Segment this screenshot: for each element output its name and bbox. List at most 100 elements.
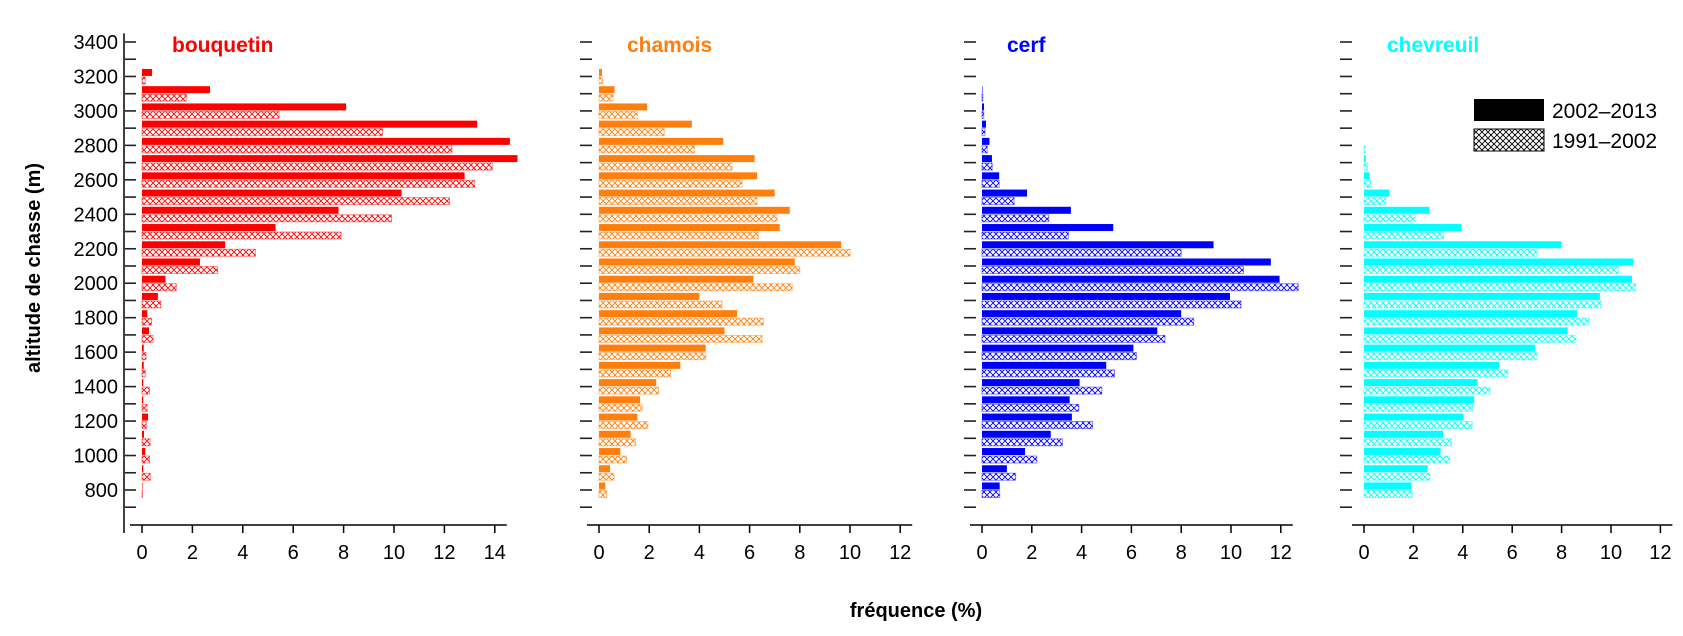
bar-chamois-1991-2002-1500 [598, 369, 672, 378]
bar-chevreuil-2002-2013-1100 [1364, 430, 1444, 438]
bar-cerf-1991-2002-2000 [981, 283, 1299, 292]
bar-chamois-1991-2002-3000 [598, 110, 638, 119]
x-tick-label: 8 [1556, 542, 1567, 564]
bar-bouquetin-2002-2013-800 [142, 482, 143, 490]
bar-cerf-1991-2002-800 [981, 489, 1001, 498]
bar-chevreuil-1991-2002-1600 [1363, 352, 1538, 361]
bar-chamois-2002-2013-2800 [599, 137, 724, 145]
x-tick-label: 6 [1126, 542, 1137, 564]
bar-chamois-1991-2002-2400 [598, 214, 778, 223]
y-tick-label: 3000 [74, 101, 119, 123]
bar-chamois-2002-2013-1300 [599, 396, 641, 404]
bar-chamois-2002-2013-1100 [599, 430, 631, 438]
panel-bouquetin: bouquetin 800 1000 1200 1400 1600 1800 2000 2200… [74, 32, 518, 564]
x-tick-label: 0 [1358, 542, 1369, 564]
legend-swatch-solid [1474, 99, 1544, 121]
x-tick-label: 4 [1076, 542, 1087, 564]
bar-bouquetin-1991-2002-800 [141, 489, 144, 498]
bar-bouquetin-1991-2002-2200 [141, 248, 256, 257]
bar-cerf-2002-2013-1800 [982, 310, 1182, 318]
bar-chevreuil-2002-2013-1400 [1364, 379, 1478, 387]
bar-bouquetin-2002-2013-1000 [142, 448, 146, 456]
bar-chevreuil-2002-2013-2400 [1364, 206, 1430, 214]
bar-cerf-1991-2002-2900 [981, 128, 986, 137]
x-tick-label: 8 [1176, 542, 1187, 564]
bar-bouquetin-1991-2002-3100 [141, 93, 187, 102]
bar-cerf-2002-2013-800 [982, 482, 1000, 490]
panels: bouquetin8001000120014001600180020002200… [74, 32, 1673, 564]
bar-chevreuil-1991-2002-1000 [1363, 455, 1451, 464]
bar-cerf-2002-2013-2700 [982, 155, 992, 163]
bar-chamois-1991-2002-2600 [598, 179, 743, 188]
bar-chevreuil-1991-2002-2400 [1363, 214, 1416, 223]
bar-cerf-1991-2002-2400 [981, 214, 1050, 223]
bar-cerf-1991-2002-1700 [981, 334, 1166, 343]
bar-chamois-1991-2002-2000 [598, 283, 793, 292]
panel-chevreuil: chevreuil 0 2 4 6 8 10 12 [1340, 34, 1673, 564]
bar-chevreuil-1991-2002-1700 [1363, 334, 1577, 343]
bar-chamois-1991-2002-2500 [598, 197, 758, 206]
bar-chamois-1991-2002-800 [598, 489, 608, 498]
bar-chevreuil-1991-2002-1900 [1363, 300, 1602, 309]
bar-cerf-2002-2013-1000 [982, 448, 1026, 456]
bar-chamois-1991-2002-1400 [598, 386, 659, 395]
y-tick-label: 1400 [74, 377, 119, 399]
bar-chevreuil-2002-2013-1300 [1364, 396, 1475, 404]
y-tick-label: 1200 [74, 411, 119, 433]
bar-cerf-2002-2013-2000 [982, 275, 1280, 283]
bar-cerf-2002-2013-1400 [982, 379, 1080, 387]
bar-chamois-2002-2013-2900 [599, 120, 692, 128]
bar-chamois-1991-2002-1700 [598, 334, 763, 343]
bar-cerf-2002-2013-1200 [982, 413, 1072, 421]
bar-cerf-1991-2002-1800 [981, 317, 1195, 326]
x-tick-label: 6 [744, 542, 755, 564]
x-tick-label: 2 [644, 542, 655, 564]
panel-title: chevreuil [1387, 34, 1479, 57]
y-tick-label: 1800 [74, 308, 119, 330]
bar-chamois-2002-2013-2200 [599, 241, 842, 249]
bar-cerf-2002-2013-1300 [982, 396, 1070, 404]
x-tick-label: 4 [1457, 542, 1468, 564]
bar-cerf-2002-2013-2900 [982, 120, 986, 128]
bar-bouquetin-1991-2002-2600 [141, 179, 476, 188]
bar-chevreuil-1991-2002-2200 [1363, 248, 1538, 257]
y-axis-title: altitude de chasse (m) [23, 163, 45, 373]
y-tick-label: 2600 [74, 170, 119, 192]
bar-chevreuil-2002-2013-2500 [1364, 189, 1390, 197]
bar-chamois-2002-2013-2300 [599, 224, 780, 232]
bar-cerf-1991-2002-1900 [981, 300, 1242, 309]
bar-cerf-2002-2013-3000 [982, 103, 984, 111]
x-tick-label: 6 [1507, 542, 1518, 564]
x-tick-label: 4 [694, 542, 705, 564]
legend-label-2002-2013: 2002–2013 [1552, 100, 1657, 123]
bar-chamois-2002-2013-1900 [599, 292, 700, 300]
bar-chevreuil-1991-2002-900 [1363, 472, 1431, 481]
bar-bouquetin-1991-2002-2800 [141, 145, 453, 154]
bar-bouquetin-2002-2013-1600 [142, 344, 144, 352]
x-tick-label: 10 [383, 542, 405, 564]
bar-chevreuil-1991-2002-2000 [1363, 283, 1637, 292]
bar-chamois-2002-2013-900 [599, 465, 611, 473]
bar-chamois-2002-2013-3200 [599, 68, 603, 76]
panel-title: bouquetin [172, 34, 273, 57]
x-tick-label: 2 [1026, 542, 1037, 564]
bar-chevreuil-2002-2013-1200 [1364, 413, 1464, 421]
bar-bouquetin-1991-2002-2300 [141, 231, 342, 240]
bar-bouquetin-1991-2002-2900 [141, 128, 384, 137]
panel-cerf: cerf 0 2 4 6 8 10 12 [964, 34, 1299, 564]
bar-chevreuil-1991-2002-1500 [1363, 369, 1509, 378]
bar-chamois-2002-2013-2100 [599, 258, 795, 266]
bar-chevreuil-2002-2013-1900 [1364, 292, 1600, 300]
bar-cerf-1991-2002-1600 [981, 352, 1137, 361]
bar-cerf-1991-2002-900 [981, 472, 1017, 481]
bar-cerf-1991-2002-1400 [981, 386, 1103, 395]
bar-chamois-2002-2013-1400 [599, 379, 657, 387]
y-tick-label: 1000 [74, 446, 119, 468]
bar-bouquetin-1991-2002-3200 [141, 76, 146, 85]
y-tick-label: 2800 [74, 135, 119, 157]
bar-cerf-1991-2002-1500 [981, 369, 1115, 378]
x-tick-label: 0 [976, 542, 987, 564]
bar-bouquetin-2002-2013-2600 [142, 172, 465, 180]
bar-bouquetin-2002-2013-1800 [142, 310, 148, 318]
bar-bouquetin-1991-2002-2000 [141, 283, 177, 292]
